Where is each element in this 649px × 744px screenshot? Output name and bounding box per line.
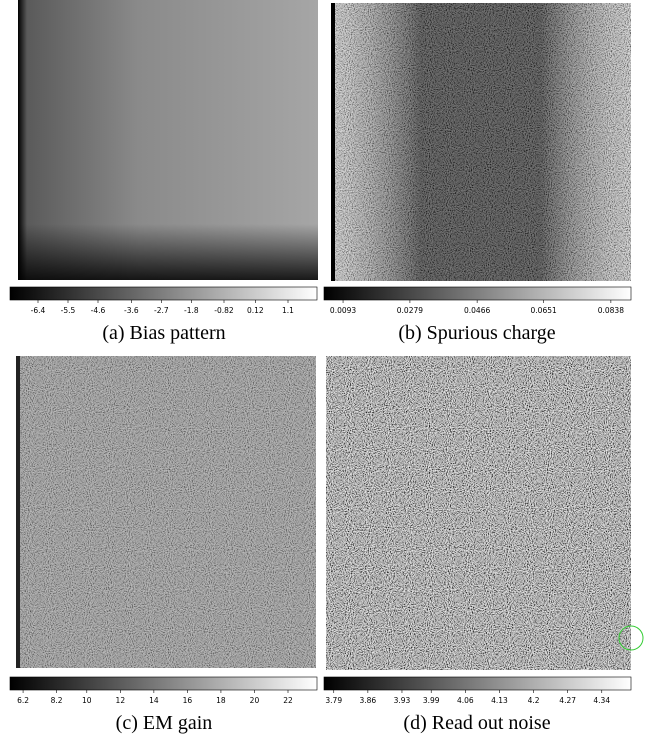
colorbar-tick-label: -3.6 <box>124 306 139 315</box>
region-marker <box>618 625 644 651</box>
image-shade <box>331 3 631 281</box>
colorbar-tick-label: 6.2 <box>17 696 29 705</box>
colorbar-tick-label: 0.0651 <box>531 306 557 315</box>
colorbar-tick-label: -2.7 <box>154 306 169 315</box>
colorbar-tick-label: -4.6 <box>91 306 106 315</box>
colorbar-tick-label: 14 <box>149 696 159 705</box>
colorbar-tick-label: 20 <box>250 696 260 705</box>
colorbar-tick-label: 4.27 <box>559 696 576 705</box>
colorbar <box>323 286 632 301</box>
colorbar-tick-label: 3.86 <box>360 696 377 705</box>
colorbar <box>323 676 632 691</box>
colorbar-tick-label: 0.0838 <box>598 306 624 315</box>
colorbar-tick-label: 4.06 <box>457 696 474 705</box>
colorbar-tick-label: 10 <box>82 696 92 705</box>
colorbar-tick-label: 22 <box>283 696 293 705</box>
colorbar-tick-label: 4.34 <box>593 696 610 705</box>
caption: (d) Read out noise <box>403 712 550 734</box>
colorbar-tick-label: 4.2 <box>528 696 540 705</box>
colorbar-tick-label: 12 <box>116 696 126 705</box>
colorbar-tick-label: 18 <box>216 696 226 705</box>
colorbar <box>9 286 318 301</box>
colorbar-tick-label: 3.99 <box>423 696 440 705</box>
colorbar-tick-label: -1.8 <box>184 306 199 315</box>
colorbar-tick-label: 4.13 <box>491 696 508 705</box>
caption: (a) Bias pattern <box>102 322 225 344</box>
image-noise <box>326 356 631 670</box>
image-noise <box>16 356 316 668</box>
colorbar-tick-label: 3.93 <box>394 696 411 705</box>
colorbar-tick-label: 0.0093 <box>330 306 356 315</box>
colorbar-tick-label: 0.12 <box>247 306 264 315</box>
colorbar-tick-label: -6.4 <box>31 306 46 315</box>
image-edge <box>331 3 335 281</box>
colorbar-tick-label: 0.0279 <box>397 306 423 315</box>
colorbar-tick-label: 16 <box>183 696 193 705</box>
image-edge <box>16 356 20 668</box>
image-shade <box>18 0 318 280</box>
colorbar-tick-label: -0.82 <box>214 306 234 315</box>
colorbar-tick-label: 0.0466 <box>464 306 490 315</box>
colorbar-tick-label: 3.79 <box>325 696 342 705</box>
colorbar-tick-label: 1.1 <box>282 306 294 315</box>
colorbar-tick-label: -5.5 <box>61 306 76 315</box>
caption: (c) EM gain <box>116 712 213 734</box>
caption: (b) Spurious charge <box>398 322 555 344</box>
colorbar <box>9 676 318 691</box>
colorbar-tick-label: 8.2 <box>51 696 63 705</box>
